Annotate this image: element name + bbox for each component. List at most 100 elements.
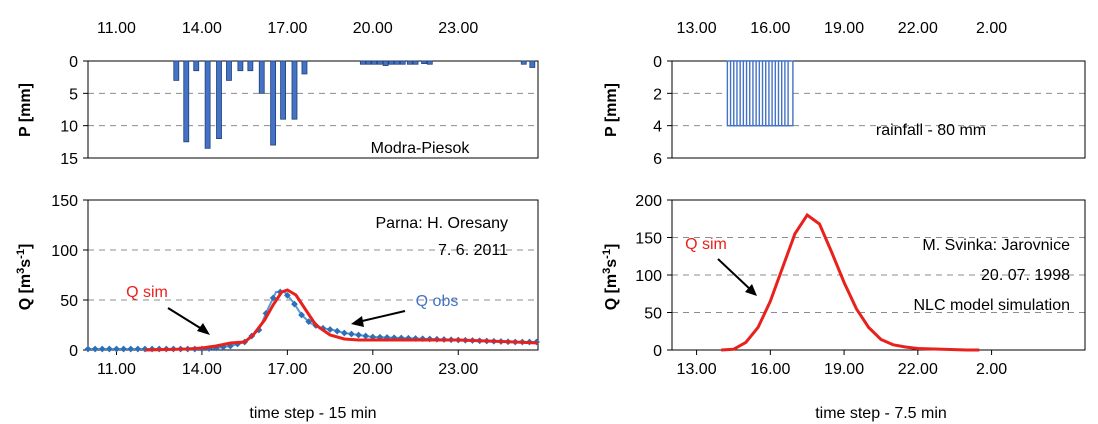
left-rain-bar xyxy=(365,60,372,65)
left-rain-bar xyxy=(421,60,427,64)
left-q-plot-frame xyxy=(87,199,539,351)
right-rain-plot-frame xyxy=(671,60,1086,159)
left-rain-xtick-top-label: 20.00 xyxy=(353,20,393,37)
left-rain-bar xyxy=(173,60,180,81)
right-rain-ytick-label: 2 xyxy=(653,86,662,103)
left-rain-bar xyxy=(359,60,366,65)
right-rain-bar xyxy=(787,60,794,127)
q-obs-arrowhead xyxy=(351,316,364,327)
q-obs-marker xyxy=(127,345,135,353)
q-obs-marker xyxy=(134,345,142,353)
right-q-ytick-label: 100 xyxy=(635,268,662,285)
left-q-xtick-label: 17.00 xyxy=(267,361,307,378)
right-q-sim-arrow xyxy=(717,258,753,292)
left-rain-bar xyxy=(183,60,190,143)
left-rain-bar xyxy=(371,60,378,65)
q-obs-marker xyxy=(84,345,92,353)
left-rain-xtick-top-label: 23.00 xyxy=(438,20,478,37)
q-obs-marker xyxy=(326,326,334,333)
left-rain-ytick-label: 0 xyxy=(69,54,78,71)
left-rain-bar xyxy=(426,60,433,65)
left-rain-bar xyxy=(280,60,286,120)
q-obs-marker xyxy=(340,329,348,337)
left-q-ylabel: Q [m3s-1] xyxy=(15,244,34,311)
left-q-ytick-label: 150 xyxy=(51,193,78,210)
right-rain-ytick-label: 4 xyxy=(653,119,662,136)
left-rain-bar xyxy=(247,60,254,72)
left-q-ytick-label: 100 xyxy=(51,243,78,260)
q-obs-arrow xyxy=(357,310,406,323)
left-rain-bar xyxy=(226,60,232,81)
left-rain-bar xyxy=(406,60,413,65)
left-rain-ytick-label: 15 xyxy=(60,151,78,168)
q-obs-marker xyxy=(355,331,362,339)
left-rain-xtick-top-label: 14.00 xyxy=(182,20,222,37)
left-q-obs-label: Q obs xyxy=(416,293,459,310)
left-rain-ylabel: P [mm] xyxy=(17,83,34,137)
left-rain-bar xyxy=(382,60,389,66)
left-q-ytick-label: 50 xyxy=(60,293,78,310)
left-q-xlabel: time step - 15 min xyxy=(249,405,376,422)
right-rain-xtick-top-label: 2.00 xyxy=(976,20,1007,37)
left-rain-bar xyxy=(301,60,308,75)
right-rain-ylabel: P [mm] xyxy=(603,83,620,137)
left-rain-bar xyxy=(258,60,265,94)
left-rain-bar xyxy=(270,60,277,146)
left-rain-bar xyxy=(291,60,298,120)
right-q-sim-arrowhead xyxy=(745,284,757,296)
right-rain-xtick-top-label: 13.00 xyxy=(677,20,717,37)
left-rain-xtick-top-label: 11.00 xyxy=(97,20,136,37)
left-rain-bar xyxy=(529,60,536,68)
q-obs-marker xyxy=(113,345,120,353)
right-rain-xtick-top-label: 16.00 xyxy=(750,20,790,37)
left-rain-bar xyxy=(193,60,200,72)
q-obs-marker xyxy=(362,332,370,340)
left-rain-ytick-label: 5 xyxy=(69,86,78,103)
left-q-xtick-label: 20.00 xyxy=(353,361,393,378)
left-rain-xtick-top-label: 17.00 xyxy=(267,20,307,37)
right-rain-ytick-label: 0 xyxy=(653,54,662,71)
q-obs-marker xyxy=(291,300,298,308)
right-q-ytick-label: 150 xyxy=(635,231,662,248)
right-q-model-label: NLC model simulation xyxy=(913,297,1070,314)
left-rain-bar xyxy=(204,60,211,149)
left-rain-bar xyxy=(216,60,222,139)
right-q-xtick-label: 16.00 xyxy=(750,361,790,378)
left-q-ytick-label: 0 xyxy=(69,343,78,360)
q-sim-line xyxy=(144,288,539,352)
right-q-date-label: 20. 07. 1998 xyxy=(981,267,1070,284)
left-rain-bar xyxy=(520,60,527,65)
left-q-xtick-label: 11.00 xyxy=(97,361,136,378)
right-rain-xtick-top-label: 22.00 xyxy=(898,20,938,37)
right-q-xtick-label: 2.00 xyxy=(976,361,1007,378)
left-rain-bar xyxy=(399,60,406,65)
right-rain-total-label: rainfall - 80 mm xyxy=(876,122,986,139)
left-q-xtick-label: 23.00 xyxy=(438,361,478,378)
left-rain-bar xyxy=(377,60,383,65)
q-sim-arrow xyxy=(167,307,206,332)
left-rain-bar xyxy=(388,60,395,65)
right-q-ytick-label: 200 xyxy=(635,193,662,210)
left-q-station-label: Parna: H. Oresany xyxy=(376,215,509,232)
right-rain-ytick-label: 6 xyxy=(653,151,662,168)
q-obs-marker xyxy=(98,345,106,353)
right-q-ylabel: Q [m3s-1] xyxy=(601,244,620,311)
left-rain-bar xyxy=(394,60,400,65)
q-obs-marker xyxy=(333,327,341,335)
left-q-date-label: 7. 6. 2011 xyxy=(438,242,508,259)
q-obs-marker xyxy=(348,330,355,338)
right-q-xtick-label: 22.00 xyxy=(898,361,938,378)
left-rain-station-label: Modra-Piesok xyxy=(371,140,471,157)
right-q-ytick-label: 50 xyxy=(644,306,662,323)
left-rain-ytick-label: 10 xyxy=(60,119,78,136)
right-q-sim-label: Q sim xyxy=(685,236,727,253)
q-obs-marker xyxy=(91,345,99,353)
right-q-sim-line xyxy=(721,212,980,352)
q-obs-marker xyxy=(305,318,313,326)
right-q-xlabel: time step - 7.5 min xyxy=(815,405,947,422)
right-q-xtick-label: 19.00 xyxy=(824,361,864,378)
left-rain-bar xyxy=(412,60,419,65)
right-q-ytick-label: 0 xyxy=(653,343,662,360)
right-rain-xtick-top-label: 19.00 xyxy=(824,20,864,37)
